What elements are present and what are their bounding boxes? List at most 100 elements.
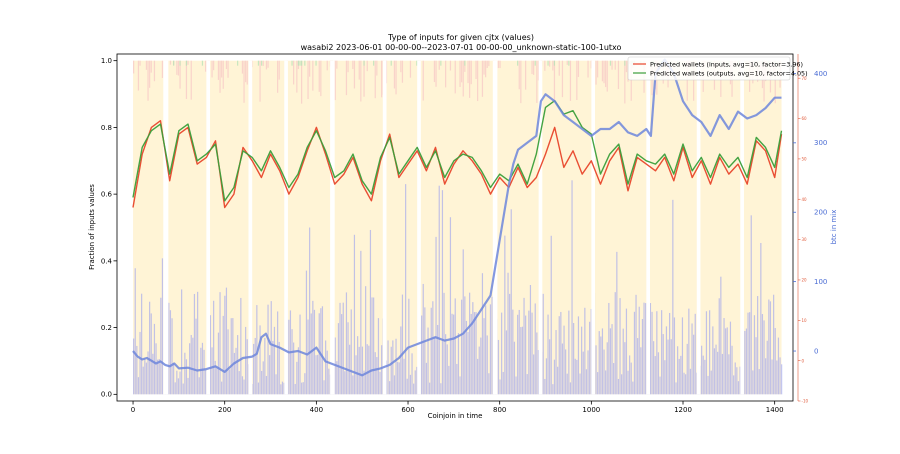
bg-bar-blue <box>710 370 712 395</box>
bg-bar-blue <box>624 342 626 395</box>
bg-bar-blue <box>478 346 480 395</box>
bg-bar-red <box>485 60 487 78</box>
bg-bar-blue <box>451 313 453 395</box>
bg-bar-blue <box>750 215 752 395</box>
bg-bar-blue <box>137 377 140 395</box>
bg-bar-blue <box>453 314 455 395</box>
bg-bar-red <box>161 60 164 78</box>
bg-bar-blue <box>139 331 141 395</box>
bg-bar-blue <box>454 298 456 395</box>
bg-bar-blue <box>584 307 586 395</box>
bg-bar-blue <box>446 344 448 395</box>
bg-bar-blue <box>187 377 189 395</box>
wallet-tick-label: 30 <box>802 237 808 242</box>
bg-bar-red <box>536 60 538 103</box>
bg-bar-blue <box>267 304 269 395</box>
bg-bar-blue <box>275 374 277 395</box>
bg-bar-blue <box>768 299 770 395</box>
bg-bar-red <box>400 60 402 73</box>
bg-bar-red <box>605 60 607 88</box>
bg-bar-blue <box>315 355 317 395</box>
bg-bar-blue <box>297 347 300 395</box>
bg-bar-green <box>363 60 365 66</box>
bg-bar-blue <box>656 311 658 395</box>
bg-bar-blue <box>713 348 716 395</box>
bg-bar-red <box>179 60 181 89</box>
bg-bar-red <box>763 60 765 102</box>
bg-bar-blue <box>365 286 367 395</box>
bg-bar-blue <box>576 359 578 395</box>
bg-bar-blue <box>505 330 508 395</box>
wallet-tick-label: 0 <box>802 358 805 363</box>
bg-bar-blue <box>347 322 349 395</box>
wallet-tick-label: 60 <box>802 116 808 121</box>
bg-bar-red <box>153 60 156 82</box>
bg-bar-blue <box>549 339 551 395</box>
bg-bar-blue <box>363 370 365 395</box>
bg-bar-red <box>318 60 320 92</box>
bg-bar-blue <box>214 360 216 395</box>
bg-bar-blue <box>459 376 461 395</box>
x-axis-ticks: 0 200 400 600 800 1000 1200 1400 <box>131 401 784 414</box>
bg-bar-red <box>464 60 466 72</box>
bg-bar-blue <box>134 268 136 395</box>
bg-bar-blue <box>712 326 714 395</box>
bg-bar-blue <box>222 315 224 395</box>
btc-axis-label: btc in mix <box>830 210 838 245</box>
bg-bar-blue <box>595 345 597 395</box>
bg-bar-blue <box>336 361 338 395</box>
bg-bar-blue <box>393 375 396 395</box>
bg-bar-blue <box>661 310 663 395</box>
bg-bar-blue <box>337 323 340 395</box>
bg-bar-blue <box>401 294 404 395</box>
bg-bar-blue <box>262 361 264 395</box>
y-tick-label: 0.4 <box>101 257 113 265</box>
x-tick-label: 600 <box>401 406 414 414</box>
bg-bar-blue <box>777 337 780 395</box>
bg-bar-blue <box>195 318 197 395</box>
bg-bar-blue <box>277 311 279 395</box>
bg-bar-blue <box>763 320 765 395</box>
bg-bar-blue <box>627 370 629 395</box>
bg-bar-red <box>205 60 207 72</box>
gap-band <box>646 60 651 395</box>
bg-bar-blue <box>209 315 212 395</box>
bg-bar-red <box>326 60 328 71</box>
bg-fill <box>133 60 782 395</box>
y-tick-label: 0.8 <box>101 124 112 132</box>
bg-bar-blue <box>635 294 637 395</box>
bg-bar-red <box>187 60 189 65</box>
bg-bar-blue <box>265 375 268 395</box>
bg-bar-blue <box>133 338 135 395</box>
bg-bar-blue <box>177 378 180 395</box>
bg-bar-green <box>609 60 612 66</box>
bg-bar-green <box>297 60 300 66</box>
gap-band <box>330 60 335 395</box>
bg-bar-red <box>422 60 424 101</box>
bg-bar-green <box>416 60 418 66</box>
bg-bar-red <box>301 60 303 104</box>
bg-bar-blue <box>501 312 503 395</box>
bg-bar-red <box>587 60 589 78</box>
bg-bar-blue <box>299 314 301 395</box>
bg-bar-blue <box>680 355 682 395</box>
bg-bar-blue <box>312 300 314 395</box>
bg-bar-blue <box>341 314 343 395</box>
bg-bar-blue <box>718 298 720 395</box>
bg-bar-blue <box>427 327 429 395</box>
bg-bar-blue <box>371 297 373 395</box>
bg-bar-green <box>517 60 519 66</box>
bg-bar-red <box>137 60 140 91</box>
bg-bar-red <box>307 60 309 100</box>
wallet-axis-ticks: -10 0 10 20 30 40 50 60 70 <box>798 76 808 404</box>
bg-bar-blue <box>537 350 540 395</box>
bg-bar-red <box>470 60 472 85</box>
stacked-fraction-background <box>133 60 783 395</box>
bg-bar-blue <box>440 383 442 395</box>
gap-band <box>591 60 596 395</box>
bg-bar-blue <box>213 300 215 395</box>
wallet-tick-label: 40 <box>802 197 808 202</box>
bg-bar-green <box>440 60 442 66</box>
bg-bar-blue <box>491 296 493 395</box>
bg-bar-red <box>262 60 264 66</box>
